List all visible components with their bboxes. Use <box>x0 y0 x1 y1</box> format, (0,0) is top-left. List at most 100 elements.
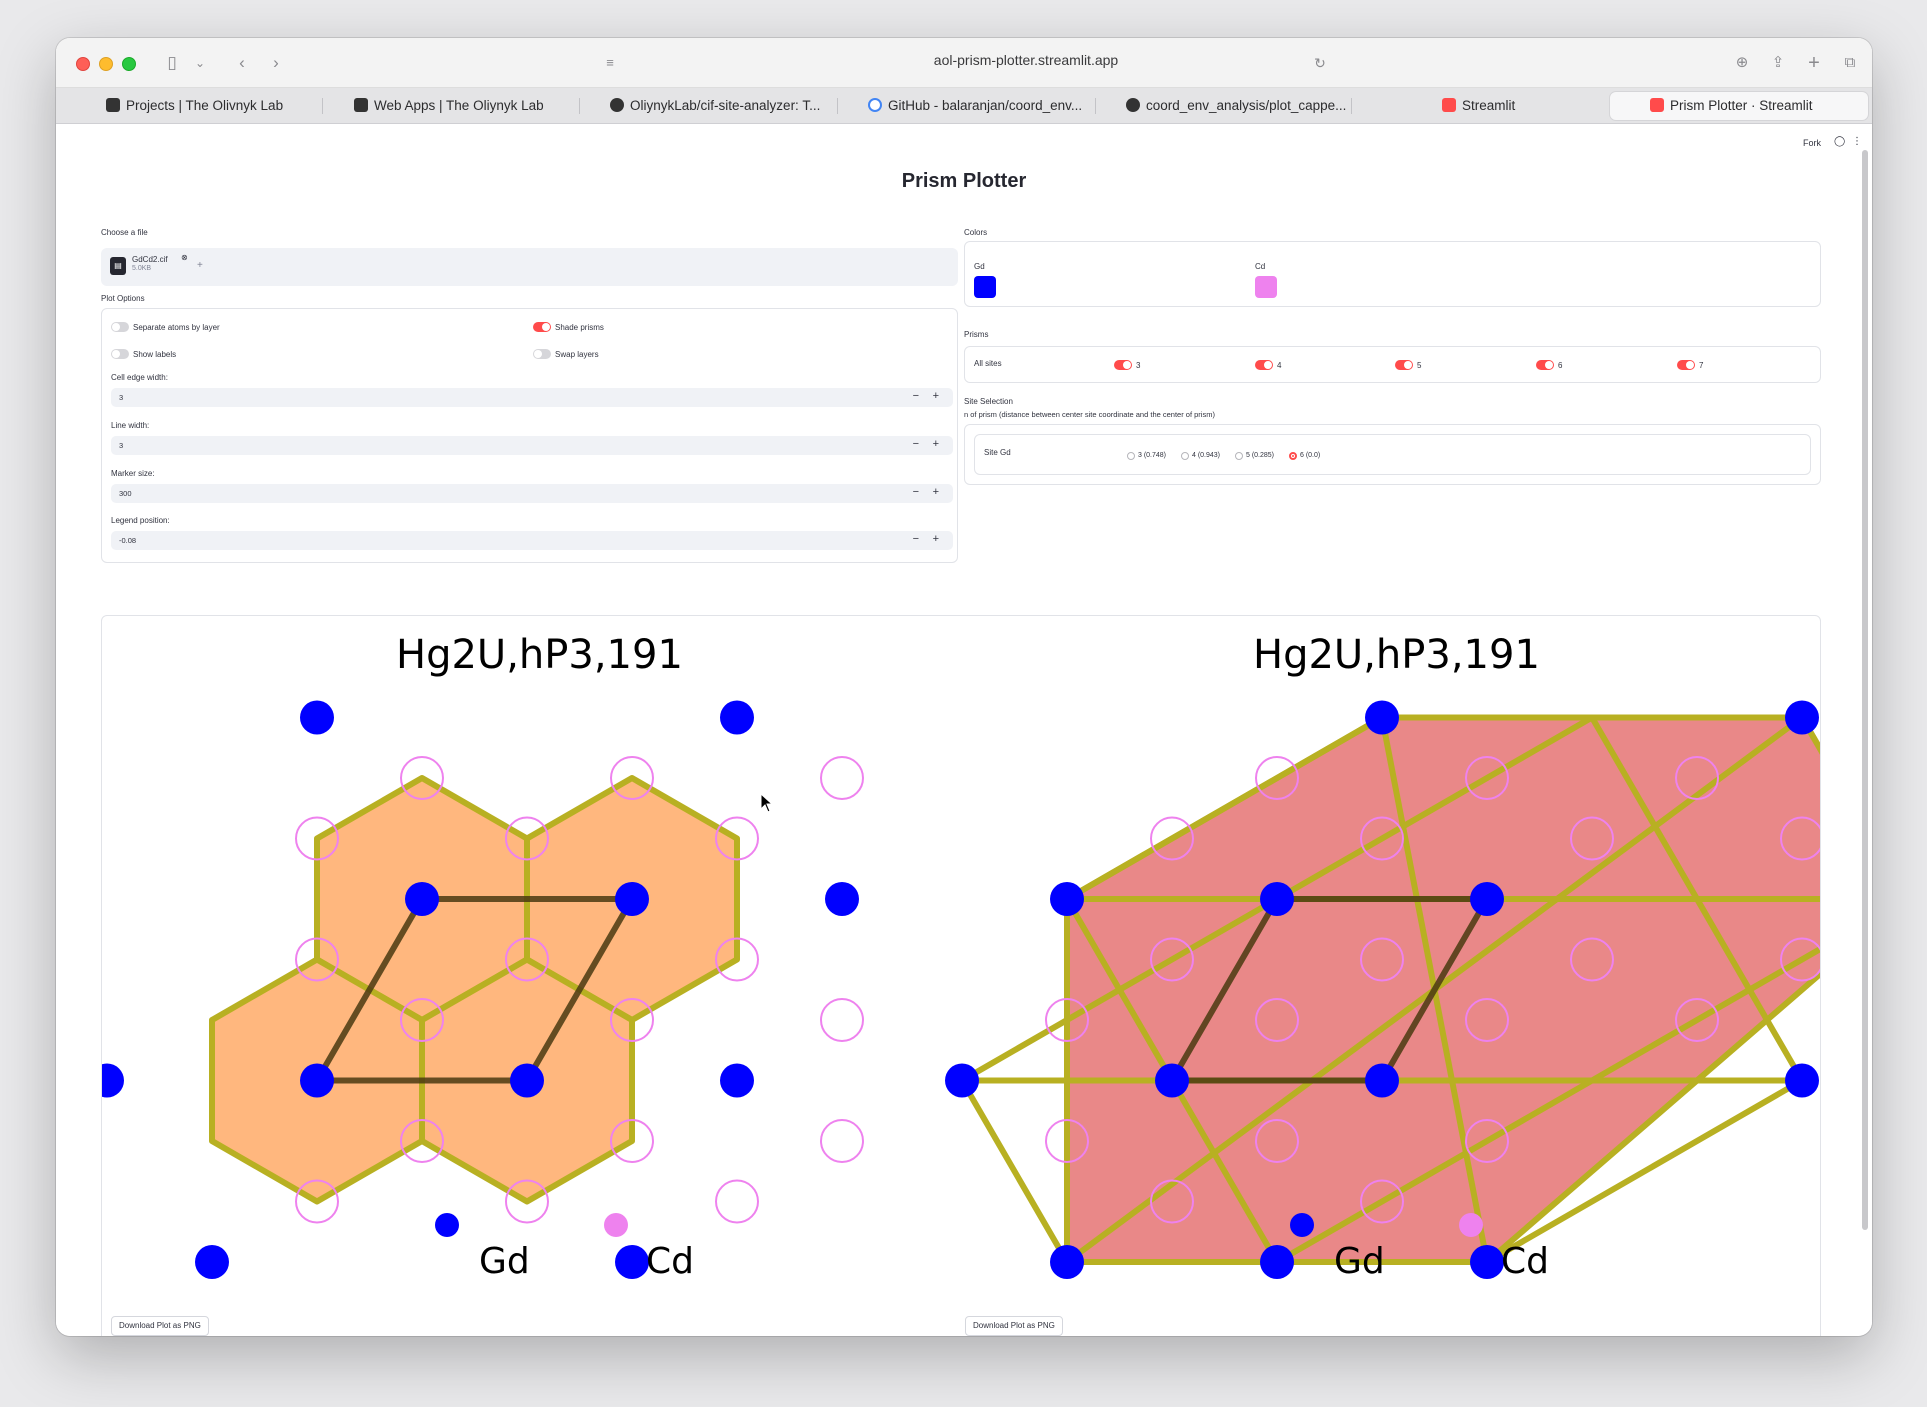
site-option-6-label: 6 (0.0) <box>1300 452 1321 459</box>
streamlit-icon <box>1650 98 1664 112</box>
cd-atom <box>820 756 864 800</box>
gd-atom <box>1470 882 1504 916</box>
tab-plot-capped[interactable]: coord_env_analysis/plot_cappe... <box>1120 92 1418 120</box>
site-selection-label: Site Selection <box>964 397 1013 406</box>
site-option-5-label: 5 (0.285) <box>1246 452 1275 459</box>
download-plot-right-button[interactable]: Download Plot as PNG <box>965 1316 1063 1336</box>
gd-atom <box>1785 1063 1819 1098</box>
swap-layers-toggle[interactable] <box>533 349 551 359</box>
cd-atom <box>1780 937 1820 982</box>
prism-6-toggle[interactable] <box>1536 360 1554 370</box>
address-bar[interactable]: aol-prism-plotter.streamlit.app <box>933 52 1119 68</box>
file-uploader[interactable]: ▤ GdCd2.cif 5.0KB ⊗ + <box>101 248 958 286</box>
increment-button[interactable]: + <box>932 438 939 450</box>
increment-button[interactable]: + <box>932 533 939 545</box>
prism-4-label: 4 <box>1277 361 1282 370</box>
prism-edge-8 <box>1484 1077 1805 1265</box>
site-option-3-radio[interactable] <box>1127 452 1135 460</box>
download-icon[interactable]: ⊕ <box>1735 54 1749 71</box>
decrement-button[interactable]: − <box>912 438 919 450</box>
close-window-button[interactable] <box>76 57 90 71</box>
increment-button[interactable]: + <box>932 390 939 402</box>
gd-atom <box>1470 1245 1504 1279</box>
gd-atom <box>102 1063 124 1098</box>
cd-atom <box>1045 1119 1089 1163</box>
prism-6-label: 6 <box>1558 361 1563 370</box>
legend-gd-label-left: Gd <box>479 1241 530 1282</box>
shade-prisms-toggle[interactable] <box>533 322 551 332</box>
google-icon <box>868 98 882 112</box>
cd-color-picker[interactable] <box>1255 276 1277 298</box>
plot-options-panel: Separate atoms by layer Shade prisms Sho… <box>101 308 958 563</box>
tab-web-apps[interactable]: Web Apps | The Oliynyk Lab <box>348 92 598 120</box>
page-scrollbar[interactable] <box>1862 150 1868 1230</box>
browser-window: ▯ ⌄ ‹ › ≡ aol-prism-plotter.streamlit.ap… <box>56 38 1872 1336</box>
prism-5-toggle[interactable] <box>1395 360 1413 370</box>
prism-3-label: 3 <box>1136 361 1141 370</box>
page-menu-icon[interactable]: ≡ <box>606 55 614 70</box>
marker-size-label: Marker size: <box>111 469 155 478</box>
legend-cd-label-right: Cd <box>1501 1241 1549 1282</box>
line-width-input[interactable]: 3 − + <box>111 436 953 455</box>
fork-link[interactable]: Fork <box>1803 138 1821 148</box>
site-selection-help: n of prism (distance between center site… <box>964 410 1215 419</box>
cd-atom <box>1465 1119 1509 1163</box>
minimize-window-button[interactable] <box>99 57 113 71</box>
tab-bar: Projects | The Olivnyk Lab Web Apps | Th… <box>56 88 1872 124</box>
tab-label: OliynykLab/cif-site-analyzer: T... <box>630 98 821 113</box>
decrement-button[interactable]: − <box>912 486 919 498</box>
share-icon[interactable]: ⇪ <box>1771 54 1785 71</box>
legend-position-input[interactable]: -0.08 − + <box>111 531 953 550</box>
add-file-icon[interactable]: + <box>197 260 203 271</box>
remove-file-icon[interactable]: ⊗ <box>181 253 188 262</box>
lab-logo-icon <box>106 98 120 112</box>
site-option-5-radio[interactable] <box>1235 452 1243 460</box>
file-uploader-label: Choose a file <box>101 228 148 237</box>
gd-atom <box>1365 700 1399 735</box>
tab-overview-icon[interactable]: ⧉ <box>1844 54 1856 71</box>
reload-icon[interactable]: ↻ <box>1314 55 1326 71</box>
prism-plot-left <box>102 700 864 1279</box>
decrement-button[interactable]: − <box>912 390 919 402</box>
tab-cif-site-analyzer[interactable]: OliynykLab/cif-site-analyzer: T... <box>604 92 842 120</box>
legend-position-value: -0.08 <box>119 536 137 545</box>
tab-coord-env[interactable]: GitHub - balaranjan/coord_env... <box>862 92 1094 120</box>
prism-4-toggle[interactable] <box>1255 360 1273 370</box>
prism-3-toggle[interactable] <box>1114 360 1132 370</box>
decrement-button[interactable]: − <box>912 533 919 545</box>
increment-button[interactable]: + <box>932 486 939 498</box>
cd-atom <box>1255 998 1299 1042</box>
site-option-4-radio[interactable] <box>1181 452 1189 460</box>
cd-atom <box>400 998 444 1042</box>
gd-color-picker[interactable] <box>974 276 996 298</box>
all-sites-label: All sites <box>974 359 1002 368</box>
marker-size-input[interactable]: 300 − + <box>111 484 953 503</box>
tab-streamlit[interactable]: Streamlit <box>1436 92 1596 120</box>
site-option-6-radio[interactable] <box>1289 452 1297 460</box>
legend-gd-marker <box>1290 1213 1314 1237</box>
more-menu-icon[interactable]: ⋮ <box>1852 136 1862 147</box>
sidebar-toggle-icon[interactable]: ▯ <box>167 53 177 72</box>
github-icon[interactable]: ◯ <box>1834 136 1846 147</box>
tab-projects[interactable]: Projects | The Olivnyk Lab <box>100 92 364 120</box>
separate-atoms-toggle[interactable] <box>111 322 129 332</box>
cell-edge-width-input[interactable]: 3 − + <box>111 388 953 407</box>
line-width-label: Line width: <box>111 421 150 430</box>
gd-atom <box>825 882 859 916</box>
tab-prism-plotter[interactable]: Prism Plotter · Streamlit <box>1610 92 1868 120</box>
download-plot-left-button[interactable]: Download Plot as PNG <box>111 1316 209 1336</box>
legend-position-label: Legend position: <box>111 516 170 525</box>
forward-icon[interactable]: › <box>273 53 279 72</box>
cd-atom <box>715 1179 759 1224</box>
prism-7-toggle[interactable] <box>1677 360 1695 370</box>
separate-atoms-label: Separate atoms by layer <box>133 323 220 332</box>
gd-color-label: Gd <box>974 262 985 271</box>
zoom-window-button[interactable] <box>122 57 136 71</box>
show-labels-toggle[interactable] <box>111 349 129 359</box>
tab-separator <box>1095 98 1096 114</box>
back-icon[interactable]: ‹ <box>239 53 245 72</box>
new-tab-icon[interactable]: + <box>1808 52 1820 74</box>
tab-separator <box>579 98 580 114</box>
chevron-down-icon[interactable]: ⌄ <box>194 56 206 70</box>
tab-separator <box>322 98 323 114</box>
